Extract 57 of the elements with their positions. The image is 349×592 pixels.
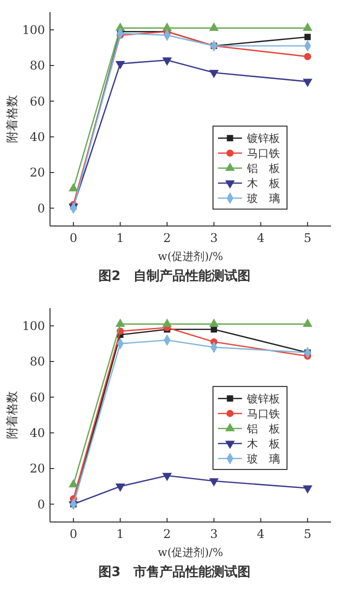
y-tick-label: 100 [22, 319, 45, 334]
point [304, 53, 312, 60]
point [162, 318, 172, 327]
legend-label: 木 板 [247, 176, 280, 190]
x-tick-label: 2 [163, 231, 171, 245]
y-tick-label: 80 [30, 58, 45, 73]
legend-label: 镀锌板 [246, 392, 280, 406]
y-tick-label: 60 [30, 390, 45, 404]
legend-label: 马口铁 [247, 146, 280, 160]
legend-label: 玻 璃 [247, 452, 280, 466]
text: 图3 市售产品性能测试图 [98, 564, 251, 580]
point [115, 318, 126, 327]
point [115, 60, 126, 70]
point [209, 318, 219, 327]
x-tick-label: 2 [163, 527, 171, 541]
point [304, 34, 311, 40]
y-tick-label: 100 [22, 23, 45, 38]
point [162, 57, 172, 66]
text: 图2 自制产品性能测试图 [98, 268, 251, 284]
x-tick-label: 5 [304, 231, 312, 245]
x-axis-title: w(促进剂)/% [158, 250, 224, 263]
legend-label: 木 板 [247, 437, 280, 450]
legend-label: 玻 璃 [247, 192, 280, 205]
x-tick-label: 0 [70, 527, 78, 541]
point [209, 22, 219, 31]
y-tick-label: 20 [30, 462, 45, 476]
legend-label: 铝 板 [246, 422, 280, 436]
point [302, 318, 312, 327]
x-tick-label: 1 [116, 527, 124, 541]
y-tick-label: 40 [30, 426, 45, 440]
point [302, 485, 312, 494]
point [162, 22, 172, 31]
legend-label: 镀锌板 [246, 132, 280, 145]
y-tick-label: 40 [30, 130, 45, 144]
y-tick-label: 0 [37, 201, 45, 216]
y-tick-label: 0 [37, 497, 45, 512]
x-tick-label: 3 [210, 231, 218, 245]
point [209, 478, 219, 487]
x-tick-label: 5 [304, 527, 312, 541]
point [302, 22, 312, 31]
y-axis-title: 附着格数 [5, 95, 19, 143]
x-tick-label: 3 [210, 527, 218, 541]
point [115, 484, 126, 492]
point [209, 70, 219, 78]
point [162, 472, 172, 482]
x-axis-title: w(促进剂)/% [158, 546, 224, 559]
y-axis-title: 附着格数 [5, 391, 19, 439]
legend-label: 铝 板 [246, 162, 280, 175]
legend-label: 马口铁 [247, 407, 280, 420]
y-tick-label: 20 [30, 166, 45, 180]
x-tick-label: 0 [70, 231, 78, 245]
y-tick-label: 80 [30, 354, 45, 369]
x-tick-label: 1 [116, 231, 124, 245]
point [302, 78, 312, 88]
x-tick-label: 4 [256, 231, 265, 245]
x-tick-label: 4 [256, 527, 265, 541]
y-tick-label: 60 [30, 94, 45, 108]
